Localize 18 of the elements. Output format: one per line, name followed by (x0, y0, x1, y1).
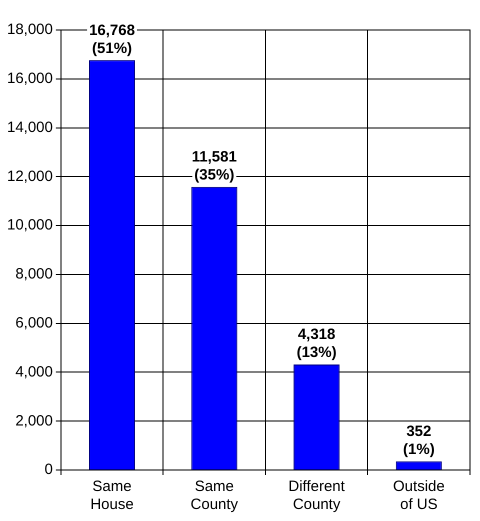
y-tick-label: 2,000 (15, 412, 53, 430)
y-tick-label: 14,000 (6, 118, 53, 136)
data-label: 4,318 (13%) (296, 326, 337, 362)
x-tick-label: Same County (190, 478, 239, 514)
data-label: 352 (1%) (403, 423, 435, 458)
data-label: 11,581 (35%) (192, 148, 237, 184)
y-tick-label: 10,000 (6, 216, 53, 234)
y-tick-label: 0 (44, 461, 53, 478)
data-label: 16,768 (51%) (89, 22, 135, 57)
x-tick-label: Same House (90, 478, 134, 514)
y-tick-label: 6,000 (15, 314, 53, 332)
x-tick-label: Different County (288, 478, 346, 514)
y-tick-label: 18,000 (6, 21, 53, 38)
y-tick-label: 12,000 (6, 168, 53, 185)
y-tick-label: 4,000 (15, 363, 53, 380)
x-tick-label: Outside of US (393, 478, 445, 514)
y-tick-label: 8,000 (15, 266, 53, 283)
y-tick-label: 16,000 (6, 70, 53, 88)
